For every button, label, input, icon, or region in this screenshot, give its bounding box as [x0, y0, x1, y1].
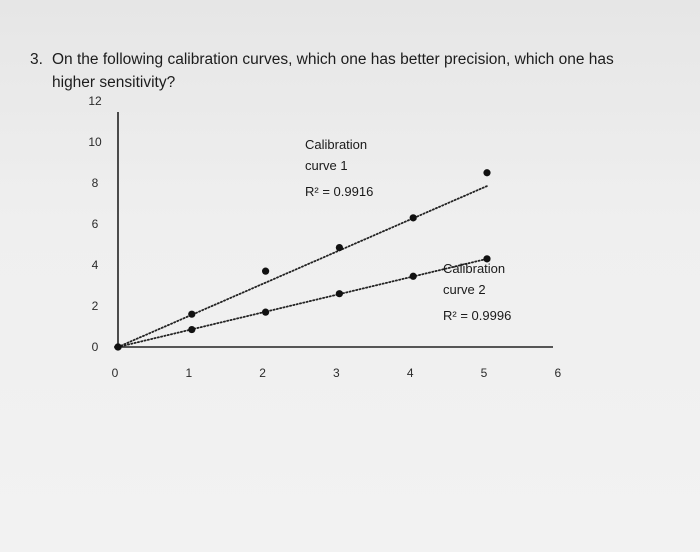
question-number: 3.	[30, 51, 43, 68]
x-tick-label: 0	[112, 366, 119, 380]
data-point-curve-2	[188, 325, 196, 334]
data-point-curve-2	[262, 308, 270, 316]
y-tick-label: 8	[92, 176, 99, 190]
data-points	[114, 169, 491, 351]
data-point-curve-1	[409, 214, 417, 222]
curve-1-r-squared: R² = 0.9916	[305, 184, 373, 199]
x-tick-label: 3	[333, 366, 340, 380]
data-point-curve-2	[409, 272, 417, 280]
y-tick-label: 4	[92, 258, 99, 272]
data-point-curve-1	[483, 169, 491, 177]
x-tick-label: 2	[259, 366, 266, 380]
curve-2-r-squared: R² = 0.9996	[443, 308, 511, 323]
data-point-curve-1	[188, 310, 196, 318]
trendline-curve-2	[117, 257, 488, 348]
question-text: On the following calibration curves, whi…	[52, 51, 614, 91]
y-tick-label: 2	[92, 299, 99, 313]
y-tick-label: 6	[92, 217, 99, 231]
x-tick-label: 5	[481, 366, 488, 380]
y-tick-label: 12	[88, 94, 102, 108]
curve-2-label-line: Calibration	[443, 261, 505, 276]
x-tick-label: 6	[554, 366, 561, 380]
curve-2-label-line: curve 2	[443, 282, 486, 297]
x-tick-label: 1	[185, 366, 192, 380]
x-tick-label: 4	[407, 366, 414, 380]
trendlines	[117, 185, 488, 348]
y-tick-label: 10	[88, 135, 102, 149]
data-point-curve-1	[335, 243, 343, 252]
data-point-curve-2	[335, 290, 343, 298]
data-point-curve-2	[114, 343, 122, 351]
data-point-curve-1	[262, 267, 270, 275]
series-annotations: Calibration curve 1 R² = 0.9916 Calibration…	[305, 137, 511, 323]
trendline-curve-1	[117, 185, 488, 348]
y-tick-label: 0	[92, 340, 99, 354]
curve-1-label-line: curve 1	[305, 158, 348, 173]
data-point-curve-2	[483, 255, 491, 263]
curve-1-label-line: Calibration	[305, 137, 367, 152]
